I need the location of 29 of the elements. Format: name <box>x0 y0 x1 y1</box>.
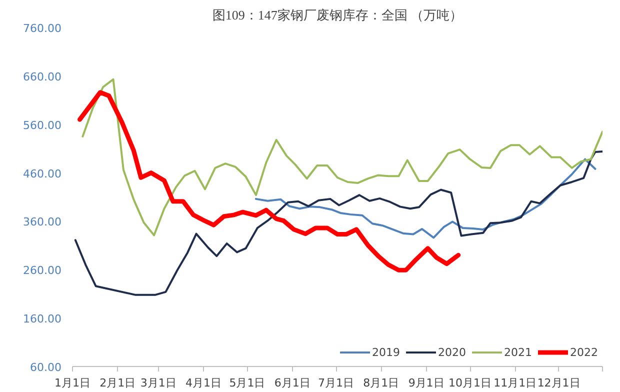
y-tick-label: 360.00 <box>23 216 62 229</box>
y-tick-label: 260.00 <box>23 264 62 278</box>
x-tick-label: 11月1日 <box>494 376 537 390</box>
x-tick-label: 4月1日 <box>186 376 222 390</box>
x-tick-label: 8月1日 <box>363 376 400 390</box>
y-tick-label: 160.00 <box>23 312 62 326</box>
legend-label: 2022 <box>570 346 598 358</box>
line-series <box>82 78 602 236</box>
y-tick-label: 760.00 <box>23 22 62 35</box>
x-tick-label: 1月1日 <box>54 376 90 390</box>
y-tick-label: 560.00 <box>23 118 62 132</box>
x-tick-label: 2月1日 <box>100 376 136 390</box>
y-tick-label: 60.00 <box>30 361 62 374</box>
chart-title: 图109：147家钢厂废钢库存：全国 （万吨） <box>212 8 463 22</box>
x-tick-label: 6月1日 <box>274 376 310 390</box>
x-tick-label: 5月1日 <box>229 376 266 390</box>
line-series <box>254 158 596 239</box>
legend-label: 2019 <box>372 346 400 358</box>
x-tick-label: 12月1日 <box>537 376 580 390</box>
legend-label: 2020 <box>438 346 466 358</box>
x-tick-label: 10月1日 <box>448 376 492 390</box>
x-tick-label: 7月1日 <box>318 376 354 390</box>
y-tick-label: 660.00 <box>23 70 62 84</box>
legend-label: 2021 <box>504 346 532 358</box>
line-series <box>74 150 602 296</box>
line-series <box>78 90 461 272</box>
x-tick-label: 3月1日 <box>140 376 176 390</box>
x-tick-label: 9月1日 <box>408 376 444 390</box>
y-tick-label: 460.00 <box>23 167 62 180</box>
